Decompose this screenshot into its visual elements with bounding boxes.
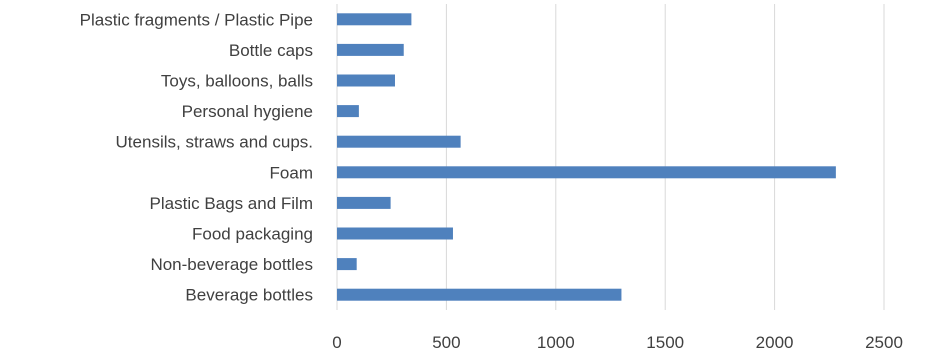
- x-tick-label: 1000: [537, 333, 575, 352]
- category-label: Non-beverage bottles: [150, 255, 313, 274]
- gridlines: [445, 4, 885, 310]
- category-label: Utensils, straws and cups.: [116, 133, 313, 152]
- x-tick-label: 0: [332, 333, 341, 352]
- bar: [337, 74, 395, 87]
- category-labels: Beverage bottles Non-beverage bottles Food…: [80, 10, 313, 304]
- bar: [337, 227, 453, 240]
- category-label: Beverage bottles: [185, 286, 313, 305]
- bar: [337, 105, 359, 118]
- category-label: Plastic Bags and Film: [150, 194, 313, 213]
- bar: [337, 135, 461, 148]
- x-tick-label: 1500: [646, 333, 684, 352]
- category-label: Plastic fragments / Plastic Pipe: [80, 10, 313, 29]
- category-label: Food packaging: [192, 225, 313, 244]
- category-label: Foam: [270, 163, 313, 182]
- category-label: Bottle caps: [229, 41, 313, 60]
- category-label: Personal hygiene: [182, 102, 313, 121]
- bar: [337, 13, 412, 26]
- bar: [337, 288, 622, 301]
- bar: [337, 43, 404, 56]
- x-tick-labels: 0 500 1000 1500 2000 2500: [332, 333, 903, 352]
- x-tick-label: 500: [432, 333, 460, 352]
- category-label: Toys, balloons, balls: [161, 72, 313, 91]
- bar: [337, 196, 391, 209]
- bar: [337, 166, 836, 179]
- bar: [337, 258, 357, 271]
- bars: [337, 13, 836, 301]
- x-tick-label: 2500: [865, 333, 903, 352]
- x-tick-label: 2000: [756, 333, 794, 352]
